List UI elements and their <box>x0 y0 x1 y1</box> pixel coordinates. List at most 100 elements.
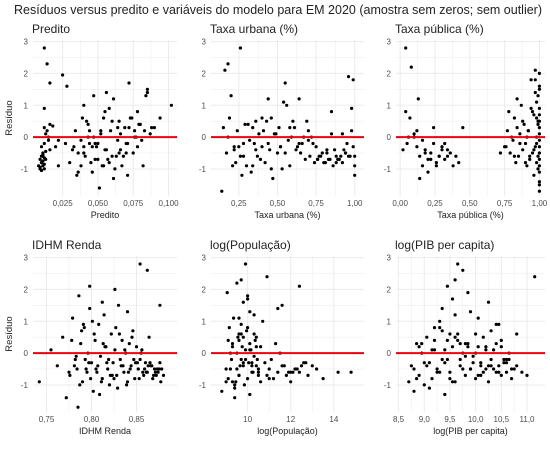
data-point <box>537 126 542 130</box>
data-point <box>532 173 536 177</box>
data-point <box>250 361 254 365</box>
data-point <box>286 138 290 142</box>
data-point <box>537 84 542 88</box>
data-point <box>75 367 79 371</box>
data-point <box>265 373 269 377</box>
data-point <box>404 110 408 114</box>
data-point <box>117 332 121 336</box>
data-point <box>288 126 292 130</box>
data-point <box>339 154 343 158</box>
data-point <box>269 116 273 120</box>
data-point <box>499 345 503 349</box>
data-point <box>497 364 501 368</box>
data-point <box>90 170 94 174</box>
data-point <box>119 364 123 368</box>
data-point <box>85 370 89 374</box>
data-point <box>266 141 270 146</box>
data-point <box>49 348 53 352</box>
data-point <box>297 370 301 374</box>
data-point <box>537 138 542 142</box>
data-point <box>512 367 516 371</box>
data-point <box>438 319 442 323</box>
data-point <box>109 332 113 336</box>
data-point <box>87 141 92 146</box>
data-point <box>284 373 288 377</box>
panel-1: -1 0 1 2 3 0,025 0,050 0,075 0,100 Predito Predito… <box>4 22 179 220</box>
data-point <box>536 154 540 158</box>
data-point <box>474 377 478 381</box>
data-point <box>238 154 242 158</box>
data-point <box>521 119 525 123</box>
x-tick-label: 0,50 <box>462 199 478 208</box>
data-point <box>241 335 245 339</box>
data-point <box>254 345 258 349</box>
data-point <box>537 145 542 149</box>
data-point <box>535 141 539 146</box>
data-point <box>152 367 157 371</box>
data-point <box>104 90 108 95</box>
data-point <box>56 164 61 168</box>
data-point <box>256 370 260 374</box>
data-point <box>511 138 515 142</box>
data-point <box>96 157 100 161</box>
data-point <box>161 373 166 377</box>
data-point <box>271 377 276 381</box>
data-point <box>116 126 120 130</box>
data-point <box>422 383 426 387</box>
data-point <box>510 367 514 371</box>
data-point <box>507 357 511 362</box>
data-point <box>453 313 457 317</box>
data-point <box>340 132 344 136</box>
x-tick-label: 0,00 <box>392 199 408 208</box>
data-point <box>88 306 92 311</box>
data-point <box>125 380 130 384</box>
y-tick-label: 0 <box>24 349 29 358</box>
data-point <box>438 370 442 374</box>
x-axis-label: Taxa urbana (%) <box>254 210 320 220</box>
data-point <box>448 151 452 155</box>
data-point <box>499 338 503 342</box>
data-point <box>314 145 318 149</box>
data-point <box>416 97 420 101</box>
data-point <box>417 373 421 377</box>
data-point <box>159 380 163 384</box>
data-point <box>48 148 52 152</box>
data-point <box>351 145 355 149</box>
data-point <box>238 364 242 368</box>
data-point <box>533 145 537 149</box>
data-point <box>235 129 239 133</box>
y-tick-label: -1 <box>199 165 207 174</box>
x-tick-label: 0,75 <box>308 199 324 208</box>
data-point <box>48 122 52 126</box>
data-point <box>269 167 273 171</box>
data-point <box>412 389 416 393</box>
data-point <box>74 354 78 358</box>
data-point <box>315 367 319 371</box>
data-point <box>99 380 103 384</box>
data-point <box>310 364 314 368</box>
data-point <box>92 94 96 98</box>
data-point <box>537 113 542 117</box>
x-axis-label: log(PIB per capita) <box>433 426 508 436</box>
data-point <box>128 367 132 371</box>
data-point <box>271 176 275 181</box>
data-point <box>224 151 229 155</box>
data-point <box>226 62 230 66</box>
data-point <box>38 165 42 169</box>
data-point <box>246 122 250 126</box>
data-point <box>426 170 430 174</box>
data-point <box>126 370 130 374</box>
data-point <box>445 338 449 342</box>
data-point <box>227 326 231 330</box>
data-point <box>100 300 104 304</box>
data-point <box>138 357 142 362</box>
data-point <box>274 132 278 136</box>
data-point <box>432 348 437 352</box>
data-point <box>518 132 522 136</box>
data-point <box>471 361 475 365</box>
data-point <box>97 322 101 326</box>
data-point <box>445 357 449 362</box>
data-point <box>117 151 121 155</box>
data-point <box>82 151 86 155</box>
data-point <box>486 364 491 368</box>
